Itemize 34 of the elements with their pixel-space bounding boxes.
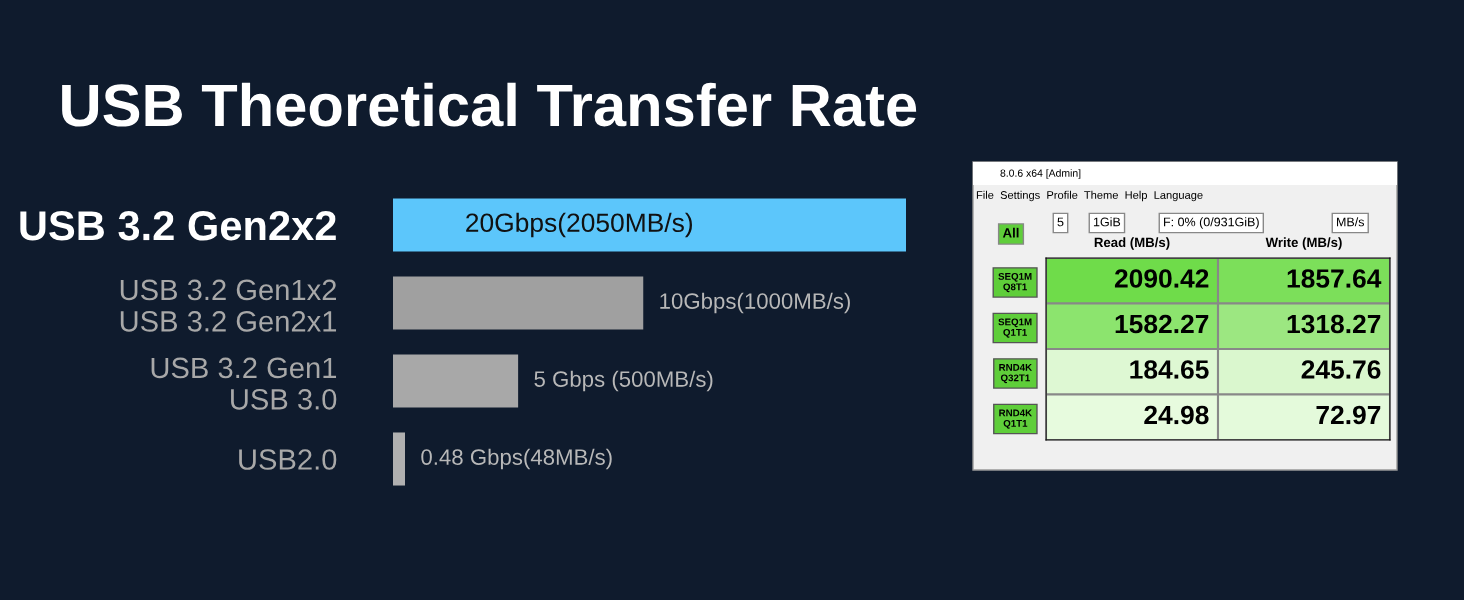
data-label: 184.65: [1130, 360, 1209, 379]
y-tick-label: USB 3.2 Gen2x2: [20, 211, 336, 241]
text: 5: [1057, 217, 1064, 227]
y-tick-label: RND4K Q1T1: [999, 409, 1033, 429]
text: 1GiB: [1093, 217, 1121, 227]
text: F: 0% (0/931GiB): [1164, 217, 1259, 229]
text: 8.0.6 x64 [Admin]: [1000, 169, 1081, 179]
y-tick-label: USB2.0: [239, 449, 337, 470]
data-label: 245.76: [1301, 360, 1381, 379]
text: MB/s: [1337, 217, 1365, 227]
data-label: 2090.42: [1114, 269, 1209, 288]
bar: [393, 198, 906, 252]
y-tick-label: SEQ1M Q8T1: [998, 272, 1032, 293]
y-tick-label: RND4K Q32T1: [999, 364, 1033, 384]
bar: [393, 432, 406, 486]
bar: [393, 354, 519, 408]
y-tick-label: USB 3.2 Gen1 USB 3.0: [151, 357, 337, 410]
text: File Settings Profile Theme Help Language: [976, 190, 1203, 202]
data-label: 1857.64: [1287, 269, 1382, 288]
data-label: 0.48 Gbps(48MB/s): [421, 448, 612, 470]
y-tick-label: USB 3.2 Gen1x2 USB 3.2 Gen2x1: [120, 279, 337, 332]
data-label: 5 Gbps (500MB/s): [534, 370, 713, 392]
data-label: 10Gbps(1000MB/s): [660, 292, 850, 314]
bar: [393, 276, 644, 330]
data-label: 1318.27: [1287, 314, 1381, 334]
data-label: 24.98: [1144, 405, 1209, 425]
x-tick-label: Write (MB/s): [1265, 237, 1342, 250]
x-tick-label: Read (MB/s): [1094, 237, 1170, 250]
data-label: 1582.27: [1115, 314, 1209, 334]
y-tick-label: SEQ1M Q1T1: [998, 318, 1032, 338]
chart-title: USB Theoretical Transfer Rate: [62, 82, 917, 127]
text: All: [1002, 227, 1019, 238]
data-label: 20Gbps(2050MB/s): [466, 212, 692, 238]
data-label: 72.97: [1316, 405, 1381, 425]
